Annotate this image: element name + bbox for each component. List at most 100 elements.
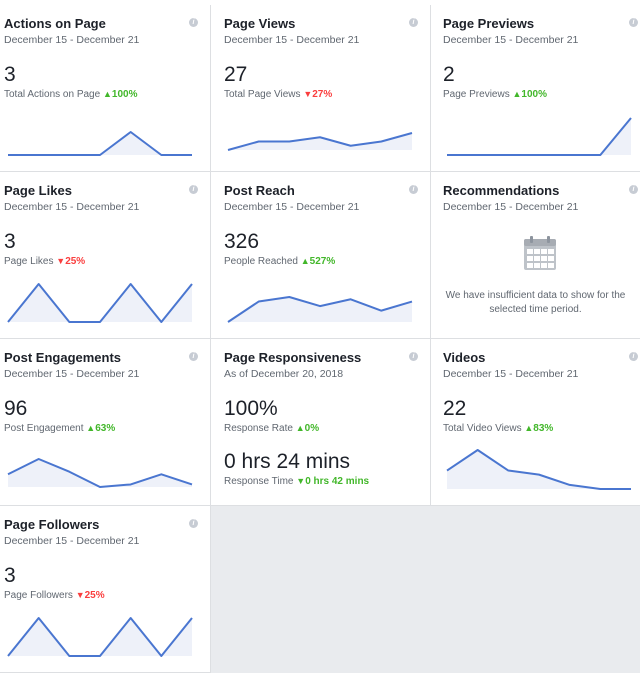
delta-badge: ▲527% [301,256,336,267]
triangle-up-icon: ▲ [102,89,112,99]
date-range: December 15 - December 21 [4,535,140,547]
sparkline-line [227,296,413,323]
triangle-up-icon: ▲ [300,256,310,266]
card-page-views[interactable]: Page Views December 15 - December 21 i 2… [211,5,431,172]
sparkline-area [447,450,631,489]
response-time-value: 0 hrs 24 mins [224,450,351,473]
date-range: December 15 - December 21 [443,34,579,46]
metric-label: People Reached [224,256,298,267]
triangle-up-icon: ▲ [512,89,522,99]
sparkline-line [447,117,632,156]
date-range: December 15 - December 21 [4,368,140,380]
delta-badge: ▼27% [303,89,332,100]
info-icon[interactable]: i [189,352,198,361]
card-post-engagements[interactable]: Post Engagements December 15 - December … [0,339,211,506]
metric-label-row: Page Followers ▼25% [4,590,105,601]
metric-value: 22 [443,397,467,420]
info-icon[interactable]: i [629,185,638,194]
card-title: Post Reach [224,183,295,198]
card-title: Page Followers [4,517,100,532]
sparkline-line [7,458,193,488]
date-range: December 15 - December 21 [224,34,360,46]
metric-label: Total Video Views [443,423,522,434]
card-title: Post Engagements [4,350,122,365]
response-rate-row: Response Rate ▲0% [224,423,319,434]
date-range: December 15 - December 21 [443,201,579,213]
sparkline-area [8,618,192,656]
delta-value: 100% [111,89,138,100]
metric-value: 3 [4,564,16,587]
delta-value: 0% [304,423,320,434]
card-recommendations[interactable]: Recommendations December 15 - December 2… [431,172,640,339]
card-title: Actions on Page [4,16,106,31]
metric-label: Page Likes [4,256,54,267]
sparkline [227,132,413,151]
delta-badge: ▼25% [76,590,105,601]
metric-label-row: Total Actions on Page ▲100% [4,89,137,100]
triangle-up-icon: ▲ [86,423,96,433]
delta-badge: ▲100% [512,89,547,100]
calendar-icon [524,236,556,270]
date-range: December 15 - December 21 [443,368,579,380]
card-title: Page Views [224,16,296,31]
delta-value: 63% [95,423,116,434]
metric-label-row: Post Engagement ▲63% [4,423,115,434]
sparkline-area [228,133,412,150]
info-icon[interactable]: i [189,18,198,27]
sparkline [7,458,193,488]
metric-label: Page Previews [443,89,510,100]
card-title: Page Previews [443,16,535,31]
metric-label: Page Followers [4,590,73,601]
metric-value: 3 [4,63,16,86]
card-page-responsiveness[interactable]: Page Responsiveness As of December 20, 2… [211,339,431,506]
sparkline-area [8,132,192,155]
delta-badge: ▲83% [524,423,553,434]
delta-badge: ▲0% [296,423,319,434]
triangle-down-icon: ▼ [303,89,313,99]
card-page-previews[interactable]: Page Previews December 15 - December 21 … [431,5,640,172]
delta-value: 0 hrs 42 mins [305,476,370,487]
delta-badge: ▼25% [56,256,85,267]
date-range: As of December 20, 2018 [224,368,344,380]
info-icon[interactable]: i [409,352,418,361]
info-icon[interactable]: i [629,18,638,27]
sparkline [7,283,193,323]
card-title: Videos [443,350,486,365]
triangle-up-icon: ▲ [295,423,305,433]
metric-label: Response Rate [224,423,293,434]
delta-value: 25% [65,256,86,267]
metric-label: Response Time [224,476,294,487]
card-videos[interactable]: Videos December 15 - December 21 i 22 To… [431,339,640,506]
card-title: Page Responsiveness [224,350,362,365]
card-actions-on-page[interactable]: Actions on Page December 15 - December 2… [0,5,211,172]
card-page-likes[interactable]: Page Likes December 15 - December 21 i 3… [0,172,211,339]
metric-label-row: Total Video Views ▲83% [443,423,553,434]
info-icon[interactable]: i [409,185,418,194]
sparkline-line [446,449,631,490]
info-icon[interactable]: i [629,352,638,361]
card-page-followers[interactable]: Page Followers December 15 - December 21… [0,506,211,673]
delta-value: 100% [521,89,547,100]
metric-label-row: People Reached ▲527% [224,256,335,267]
info-icon[interactable]: i [189,519,198,528]
metric-value: 326 [224,230,260,253]
info-icon[interactable]: i [409,18,418,27]
card-post-reach[interactable]: Post Reach December 15 - December 21 i 3… [211,172,431,339]
delta-value: 527% [309,256,336,267]
sparkline [446,449,631,490]
sparkline [8,131,192,156]
metric-label: Total Page Views [224,89,301,100]
triangle-down-icon: ▼ [296,476,306,486]
sparkline-area [447,118,631,155]
delta-value: 83% [533,423,554,434]
info-icon[interactable]: i [189,185,198,194]
date-range: December 15 - December 21 [4,34,140,46]
metric-label-row: Total Page Views ▼27% [224,89,332,100]
delta-badge: ▼0 hrs 42 mins [296,476,369,487]
delta-value: 27% [312,89,333,100]
triangle-down-icon: ▼ [75,590,85,600]
metric-value: 96 [4,397,28,420]
delta-badge: ▲100% [103,89,138,100]
sparkline-line [8,131,192,156]
sparkline-line [7,283,193,323]
